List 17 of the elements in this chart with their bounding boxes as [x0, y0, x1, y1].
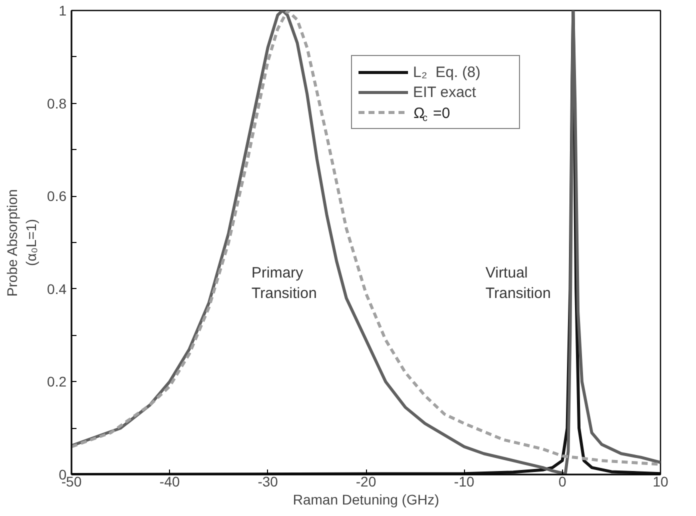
y-axis-title: Probe Absorption (α₀L=1) [4, 189, 40, 297]
y-tick-label: 0.4 [47, 280, 67, 297]
x-tick-label: -10 [454, 474, 474, 490]
x-tick-label: -40 [160, 474, 180, 490]
y-tick-label: 0.8 [47, 95, 67, 112]
y-tick-label: 1 [58, 2, 67, 18]
x-tick-label: -20 [356, 474, 376, 490]
x-tick-label: 0 [558, 474, 566, 490]
legend-label: EIT exact [413, 84, 478, 100]
annotation: Virtual Transition [486, 264, 551, 302]
x-axis-title: Raman Detuning (GHz) [292, 492, 440, 508]
annotation: Primary Transition [252, 264, 317, 302]
x-tick-label: -30 [258, 474, 278, 490]
x-tick-label: 10 [652, 474, 668, 490]
y-tick-label: 0.6 [47, 188, 67, 204]
legend-label: L₂ Eq. (8) [413, 64, 482, 80]
y-tick-label: 0.2 [47, 374, 67, 390]
